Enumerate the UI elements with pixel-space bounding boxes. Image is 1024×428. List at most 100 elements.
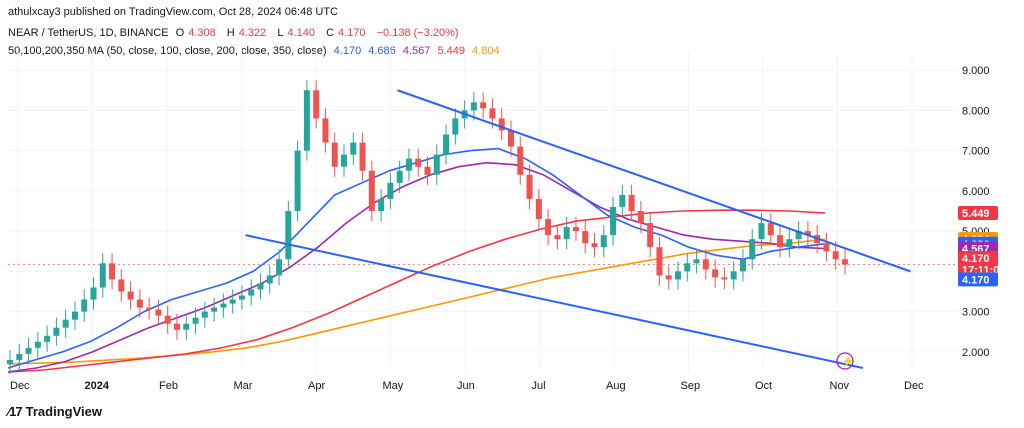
candle-body <box>535 198 542 220</box>
candle-body <box>405 158 412 171</box>
candle-body <box>628 194 635 211</box>
high-value: H 4.322 <box>226 27 267 39</box>
candle-body <box>25 347 32 354</box>
price-badge-label: 4.170 <box>962 253 990 265</box>
ma100-value: 4.686 <box>368 45 396 57</box>
candle-body <box>285 211 292 260</box>
trendline <box>397 89 911 273</box>
candle-body <box>508 130 514 147</box>
candle-body <box>563 227 570 240</box>
candle-body <box>675 271 681 280</box>
candle-body <box>517 146 524 175</box>
x-tick-label: Feb <box>159 380 178 392</box>
candle-body <box>730 271 737 280</box>
candle-body <box>276 259 283 276</box>
y-tick-label: 6.000 <box>962 186 990 198</box>
candle-body <box>823 243 830 252</box>
candle-body <box>146 307 153 310</box>
candle-body <box>359 142 366 171</box>
candle-body <box>489 108 496 119</box>
candle-body <box>90 287 97 300</box>
candle-body <box>610 206 617 236</box>
candle-body <box>220 303 227 308</box>
candle-body <box>211 307 218 312</box>
candle-body <box>758 223 765 240</box>
y-tick-label: 7.000 <box>962 146 990 158</box>
candle-body <box>266 275 273 284</box>
candle-body <box>452 118 459 135</box>
x-tick-label: Nov <box>830 380 850 392</box>
candle-body <box>229 299 236 304</box>
change-value: −0.138 (−3.20%) <box>376 27 459 39</box>
candle-body <box>498 118 505 131</box>
open-value: O 4.308 <box>175 27 216 39</box>
candle-body <box>248 289 255 296</box>
candle-body <box>572 227 579 232</box>
candle-body <box>443 134 450 155</box>
candle-body <box>7 359 13 364</box>
x-tick-label: Oct <box>755 380 772 392</box>
candle-body <box>174 323 180 330</box>
candle-body <box>368 170 375 211</box>
candle-body <box>433 154 440 175</box>
x-tick-label: Dec <box>904 380 924 392</box>
candle-body <box>183 323 190 330</box>
x-tick-label: Mar <box>234 380 253 392</box>
candle-body <box>136 299 143 308</box>
candle-body <box>619 194 626 207</box>
symbol-name[interactable]: NEAR / TetherUS, 1D, BINANCE <box>8 27 169 39</box>
candle-body <box>118 279 125 292</box>
candle-body <box>721 277 728 280</box>
candle-body <box>480 102 487 109</box>
low-value: L 4.140 <box>277 27 315 39</box>
candle-body <box>712 269 719 278</box>
x-tick-label: Jul <box>532 380 546 392</box>
x-tick-label: Dec <box>10 380 30 392</box>
ma100-line <box>7 161 826 373</box>
candle-body <box>767 223 774 236</box>
price-badge <box>958 251 998 266</box>
y-tick-label: 3.000 <box>962 307 990 319</box>
ma200-value: 4.567 <box>402 45 431 57</box>
tradingview-footer: ⁄17 TradingView <box>8 404 102 419</box>
candle-body <box>396 170 403 183</box>
candle-body <box>81 299 88 312</box>
candle-body <box>201 311 208 318</box>
flash-glyph-icon: ⚡ <box>841 355 855 368</box>
price-badge <box>958 206 998 221</box>
candle-body <box>554 235 561 240</box>
tradingview-brand: TradingView <box>25 404 102 419</box>
y-tick-label: 8.000 <box>962 105 990 117</box>
candle-body <box>656 247 663 276</box>
candle-body <box>795 231 802 240</box>
candle-body <box>322 118 329 143</box>
candle-body <box>127 291 134 300</box>
y-tick-label: 9.000 <box>962 65 990 77</box>
price-badge-label: 5.449 <box>962 208 990 220</box>
tradingview-logo-icon: ⁄17 <box>8 404 23 419</box>
candle-body <box>164 315 171 324</box>
ma350-value: 5.449 <box>437 45 465 57</box>
candle-body <box>303 90 310 151</box>
candle-body <box>34 341 41 348</box>
candle-body <box>647 223 654 248</box>
ma200-line <box>7 209 826 373</box>
candle-body <box>415 158 422 167</box>
price-badge-label: 4.170 <box>962 274 990 286</box>
candle-body <box>842 259 848 265</box>
flash-icon <box>836 352 854 370</box>
close-value: C 4.170 <box>326 27 366 39</box>
symbol-legend: NEAR / TetherUS, 1D, BINANCE O 4.308 H 4.3… <box>8 27 463 39</box>
x-tick-label: May <box>383 380 404 392</box>
x-tick-label: Apr <box>308 380 325 392</box>
candle-body <box>257 283 264 290</box>
x-tick-label: Aug <box>606 380 626 392</box>
candle-body <box>350 142 357 155</box>
candle-body <box>424 166 431 175</box>
candle-body <box>109 263 116 280</box>
candle-body <box>665 275 672 280</box>
candle-body <box>294 150 301 211</box>
candle-body <box>341 154 347 167</box>
x-tick-label: Jun <box>457 380 475 392</box>
